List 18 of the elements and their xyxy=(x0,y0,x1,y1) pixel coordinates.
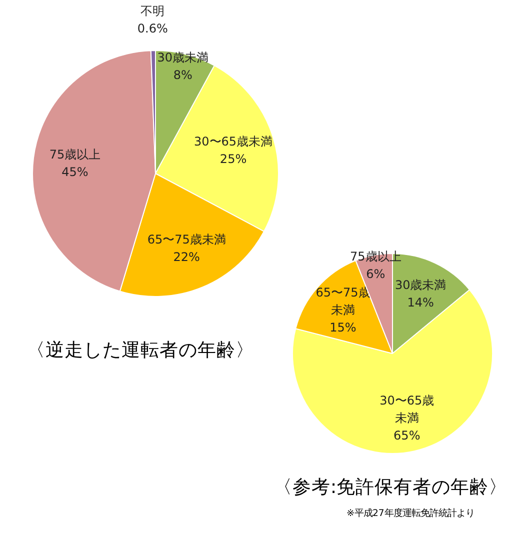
data-label: 15% xyxy=(330,320,356,334)
text: ※平成27年度運転免許統計より xyxy=(346,508,474,519)
data-label: 22% xyxy=(173,250,200,264)
data-label: 45% xyxy=(62,164,88,179)
data-label: 25% xyxy=(220,152,247,166)
slice-label: 75歳以上 xyxy=(49,147,101,162)
text: 〈逆走した運転者の年齢〉 xyxy=(26,340,254,361)
data-label: 14% xyxy=(407,296,434,310)
data-label: 6% xyxy=(366,266,386,281)
data-label: 0.6% xyxy=(137,22,168,36)
slice-label: 30歳未満 xyxy=(394,278,446,292)
slice-label: 不明 xyxy=(140,4,165,18)
text: 〈参考:免許保有者の年齢〉 xyxy=(273,477,508,498)
slice-label: 30〜65歳未満 xyxy=(194,134,273,149)
data-label: 8% xyxy=(173,68,192,82)
data-label: 65% xyxy=(394,428,420,442)
slice-label: 65〜75歳未満 xyxy=(147,232,226,247)
slice-label: 30〜65歳未満 xyxy=(380,393,434,425)
